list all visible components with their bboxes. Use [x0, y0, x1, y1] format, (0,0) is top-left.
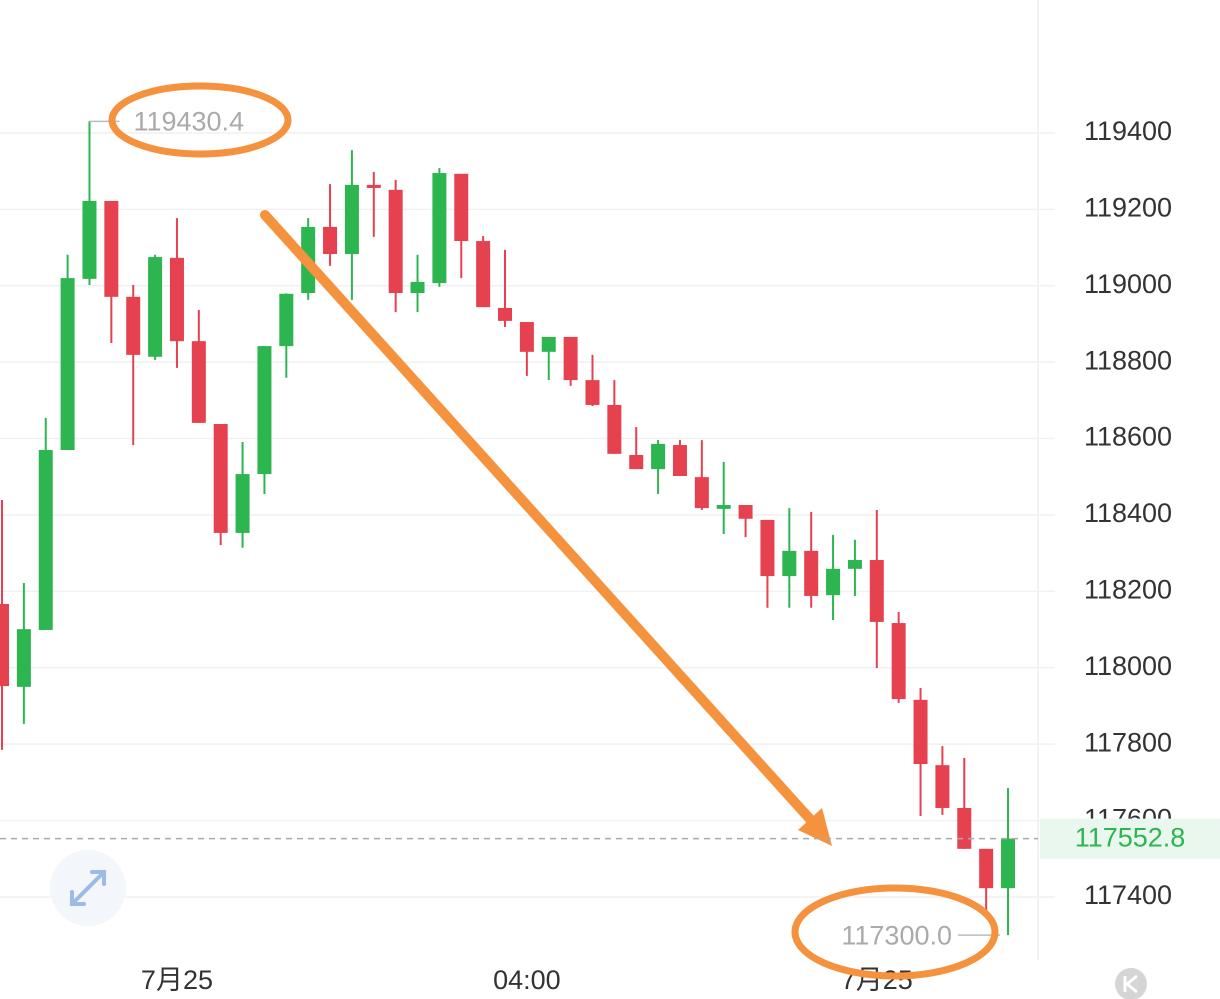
last-price-box — [1040, 818, 1220, 859]
y-tick-label: 118200 — [1084, 574, 1172, 604]
k-icon — [1123, 974, 1138, 994]
candle-body — [519, 322, 534, 352]
candle-body — [82, 200, 97, 279]
candle-body — [957, 807, 972, 849]
k-button[interactable] — [1115, 968, 1147, 999]
candle-body — [694, 477, 709, 509]
y-tick-label: 119400 — [1084, 116, 1172, 146]
candle-body — [585, 380, 600, 405]
candle-body — [16, 629, 31, 687]
candle-body — [388, 189, 403, 294]
candle-body — [716, 505, 731, 509]
candle-body — [541, 336, 556, 352]
high-label: 119430.4 — [133, 106, 244, 136]
candle-body — [126, 296, 141, 355]
last-price-label: 117552.8 — [1075, 823, 1186, 853]
candle-body — [672, 445, 687, 476]
y-tick-label: 118600 — [1084, 422, 1172, 452]
candle-body — [213, 424, 228, 533]
candle-body — [323, 226, 338, 255]
candle-body — [257, 346, 272, 475]
arrow-head — [798, 808, 832, 846]
y-tick-label: 117800 — [1084, 727, 1172, 757]
candle-body — [60, 278, 75, 451]
grid: 1174001176001178001180001182001184001186… — [0, 116, 1172, 910]
candle-body — [432, 173, 447, 284]
candle-body — [169, 257, 184, 342]
candle-body — [498, 307, 513, 321]
candle-body — [476, 241, 491, 308]
candle-body — [148, 257, 163, 357]
candle-body — [979, 848, 994, 889]
candle-body — [826, 568, 841, 596]
y-tick-label: 118800 — [1084, 345, 1172, 375]
trend-arrow — [260, 210, 823, 833]
highlight-ellipse — [108, 82, 292, 158]
candle-body — [279, 293, 294, 347]
candle-body — [607, 404, 622, 454]
candle-body — [935, 765, 950, 808]
candle-body — [366, 184, 381, 188]
candle-body — [235, 474, 250, 533]
candle-body — [104, 200, 119, 297]
candle-body — [804, 550, 819, 596]
candle-body — [760, 519, 775, 577]
candle-body — [891, 623, 906, 700]
y-tick-label: 117400 — [1084, 880, 1172, 910]
candle-body — [563, 336, 578, 381]
y-tick-label: 119000 — [1084, 269, 1172, 299]
candle-body — [344, 184, 359, 255]
overlay: 119430.4 117300.0 117552.8 — [0, 82, 1220, 980]
candle-body — [0, 603, 9, 687]
x-tick-label: 7月25 — [141, 965, 213, 995]
y-tick-label: 118000 — [1084, 651, 1172, 681]
candle-body — [629, 454, 644, 470]
candle-body — [847, 560, 862, 569]
low-label: 117300.0 — [841, 920, 952, 950]
y-tick-label: 119200 — [1084, 192, 1172, 222]
y-tick-label: 118400 — [1084, 498, 1172, 528]
candle-body — [38, 450, 53, 630]
expand-icon — [70, 870, 106, 906]
candle-body — [191, 341, 206, 423]
candles: 7月25 04:00 7月25 — [0, 121, 1016, 995]
k-bg — [1115, 968, 1147, 999]
candle-body — [738, 505, 753, 519]
highlight-ellipse — [791, 884, 999, 980]
candle-body — [782, 550, 797, 577]
candle-body — [651, 443, 666, 470]
candle-body — [410, 281, 425, 294]
expand-button[interactable] — [50, 850, 126, 926]
x-tick-label: 04:00 — [493, 965, 561, 995]
candle-body — [454, 173, 469, 242]
candle-body — [1001, 838, 1016, 889]
candle-body — [869, 560, 884, 622]
candle-body — [913, 699, 928, 765]
